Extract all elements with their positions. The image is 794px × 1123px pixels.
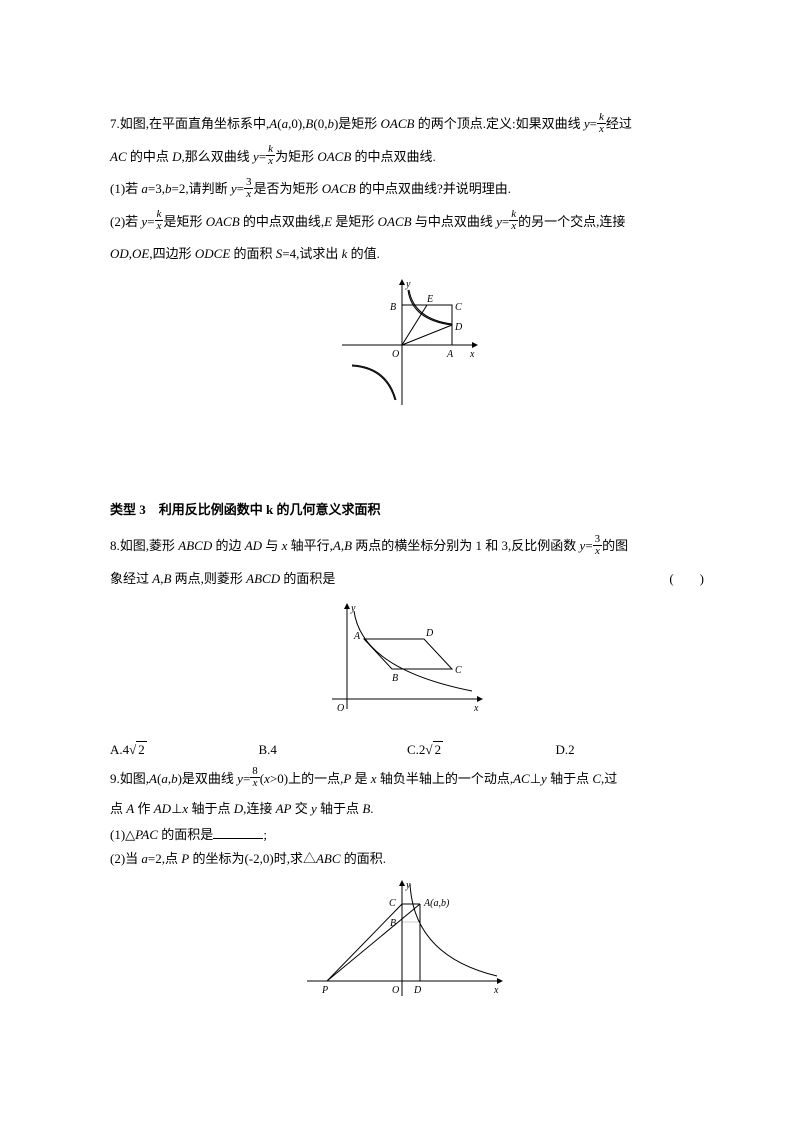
- svg-text:x: x: [473, 703, 479, 714]
- fraction-8-over-x: 8x: [250, 766, 260, 789]
- option-c: C.2√2: [407, 736, 556, 765]
- q7-figure: y x O B C D E A: [110, 275, 704, 426]
- mc-paren: ( ): [669, 565, 704, 594]
- svg-text:C: C: [389, 898, 396, 909]
- q8-graph: y x O A D B C: [322, 599, 492, 719]
- svg-text:A(a,b): A(a,b): [423, 898, 450, 909]
- svg-text:D: D: [413, 985, 422, 996]
- option-b: B.4: [259, 736, 408, 765]
- fraction-3-over-x: 3x: [593, 534, 603, 557]
- q7-sub2a: (2)若 y=kx是矩形 OACB 的中点双曲线,E 是矩形 OACB 与中点双…: [110, 208, 704, 237]
- q9-figure: y x O A(a,b) C B D P: [110, 876, 704, 1017]
- q9-sub1: (1)△PAC 的面积是;: [110, 825, 704, 846]
- fraction-k-over-x: kx: [597, 112, 606, 135]
- q8-figure: y x O A D B C: [110, 599, 704, 730]
- q8-line1: 8.如图,菱形 ABCD 的边 AD 与 x 轴平行,A,B 两点的横坐标分别为…: [110, 532, 704, 561]
- svg-text:C: C: [455, 302, 462, 313]
- fraction-3-over-x: 3x: [244, 177, 254, 200]
- q9-sub2: (2)当 a=2,点 P 的坐标为(-2,0)时,求△ABC 的面积.: [110, 849, 704, 870]
- svg-text:D: D: [425, 628, 434, 639]
- svg-text:x: x: [469, 349, 475, 360]
- q9-graph: y x O A(a,b) C B D P: [302, 876, 512, 1006]
- q7-graph: y x O B C D E A: [332, 275, 482, 415]
- option-d: D.2: [556, 736, 705, 765]
- page-content: 7.如图,在平面直角坐标系中,A(a,0),B(0,b)是矩形 OACB 的两个…: [0, 0, 794, 1083]
- svg-text:B: B: [390, 918, 396, 929]
- q7-sub1: (1)若 a=3,b=2,请判断 y=3x是否为矩形 OACB 的中点双曲线?并…: [110, 175, 704, 204]
- svg-text:x: x: [493, 985, 499, 996]
- answer-blank: [213, 826, 263, 839]
- svg-text:E: E: [426, 294, 433, 305]
- svg-text:D: D: [454, 322, 463, 333]
- svg-text:O: O: [337, 703, 344, 714]
- svg-text:y: y: [405, 279, 411, 290]
- svg-text:A: A: [353, 631, 361, 642]
- q7-line2: AC 的中点 D,那么双曲线 y=kx为矩形 OACB 的中点双曲线.: [110, 143, 704, 172]
- svg-text:O: O: [392, 349, 399, 360]
- fraction-k-over-x: kx: [509, 209, 518, 232]
- q7-line1: 7.如图,在平面直角坐标系中,A(a,0),B(0,b)是矩形 OACB 的两个…: [110, 110, 704, 139]
- section-3-title: 类型 3 利用反比例函数中 k 的几何意义求面积: [110, 496, 704, 525]
- svg-text:B: B: [390, 302, 396, 313]
- fraction-k-over-x: kx: [155, 209, 164, 232]
- q8-line2: 象经过 A,B 两点,则菱形 ABCD 的面积是 ( ): [110, 565, 704, 594]
- svg-text:C: C: [455, 665, 462, 676]
- svg-text:A: A: [446, 349, 454, 360]
- svg-text:O: O: [392, 985, 399, 996]
- svg-text:P: P: [321, 985, 328, 996]
- q9-line1: 9.如图,A(a,b)是双曲线 y=8x(x>0)上的一点,P 是 x 轴负半轴…: [110, 765, 704, 794]
- q8-options: A.4√2 B.4 C.2√2 D.2: [110, 736, 704, 765]
- svg-text:B: B: [392, 673, 398, 684]
- svg-text:y: y: [350, 603, 356, 614]
- fraction-k-over-x: kx: [266, 144, 275, 167]
- option-a: A.4√2: [110, 736, 259, 765]
- q7-sub2b: OD,OE,四边形 ODCE 的面积 S=4,试求出 k 的值.: [110, 240, 704, 269]
- q9-line2: 点 A 作 AD⊥x 轴于点 D,连接 AP 交 y 轴于点 B.: [110, 797, 704, 820]
